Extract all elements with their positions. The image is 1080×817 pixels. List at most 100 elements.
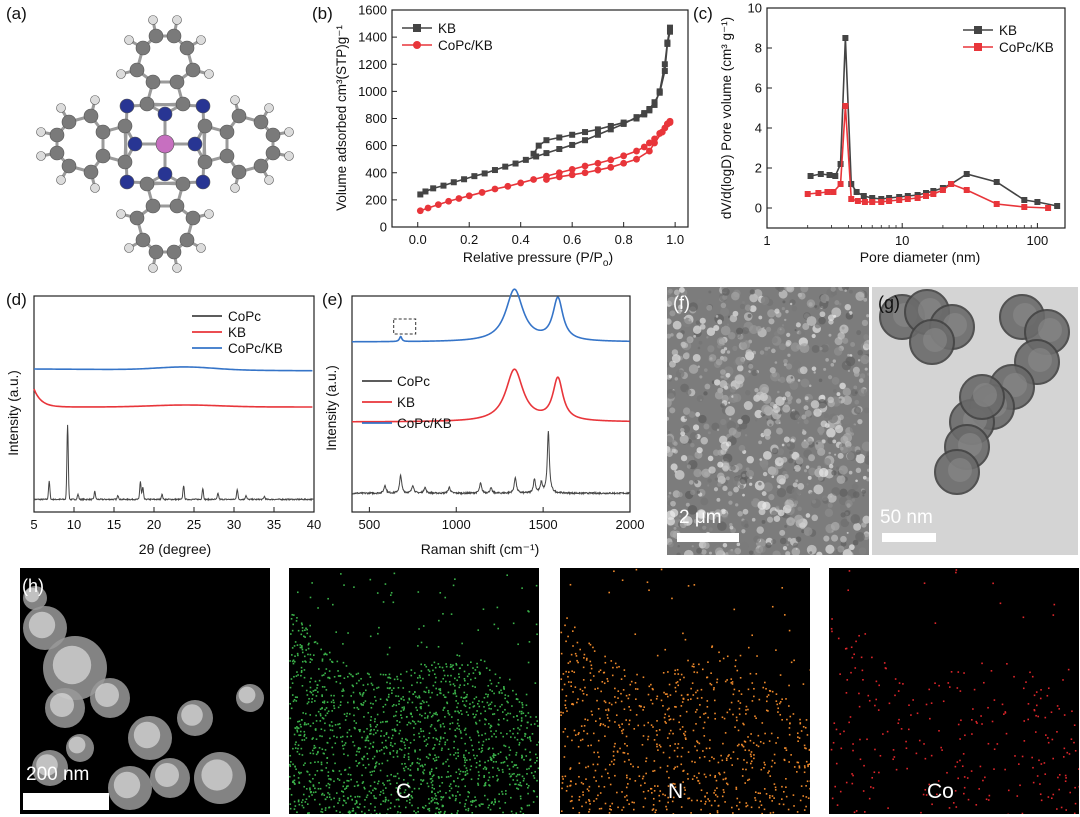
- eds-dot: [493, 623, 496, 626]
- eds-dot: [484, 718, 486, 720]
- sem-grain: [691, 545, 694, 548]
- carbon-atom: [49, 127, 65, 143]
- eds-dot: [442, 763, 444, 765]
- sem-grain: [828, 464, 834, 469]
- eds-dot: [724, 680, 727, 683]
- eds-dot: [311, 738, 314, 740]
- eds-dot: [417, 677, 419, 679]
- eds-dot: [317, 751, 319, 754]
- eds-dot: [603, 786, 606, 788]
- eds-dot: [492, 760, 495, 763]
- eds-dot: [314, 700, 316, 702]
- eds-dot: [466, 769, 468, 772]
- y-tick-label: 1000: [358, 84, 387, 99]
- eds-dot: [480, 659, 482, 661]
- eds-dot: [564, 699, 567, 702]
- eds-dot: [963, 672, 965, 674]
- eds-dot: [477, 731, 479, 734]
- hydrogen-atom: [196, 243, 206, 253]
- y-tick-label: 1600: [358, 3, 387, 18]
- sem-grain: [674, 470, 677, 473]
- eds-dot: [485, 738, 488, 741]
- eds-dot: [374, 718, 376, 720]
- eds-dot: [314, 798, 316, 801]
- eds-dot: [718, 651, 720, 654]
- sem-grain: [785, 363, 793, 370]
- sem-grain: [861, 489, 866, 495]
- eds-dot: [666, 695, 669, 698]
- sem-grain: [794, 329, 797, 332]
- eds-dot: [789, 715, 792, 718]
- sem-grain: [734, 547, 742, 555]
- eds-dot: [463, 754, 465, 756]
- hydrogen-atom: [124, 243, 134, 253]
- sem-grain: [855, 479, 858, 483]
- eds-dot: [779, 674, 782, 676]
- eds-dot: [321, 695, 323, 698]
- eds-dot: [306, 628, 308, 631]
- eds-dot: [331, 710, 334, 712]
- eds-dot: [353, 707, 356, 709]
- eds-dot: [373, 787, 376, 790]
- eds-dot: [368, 809, 370, 812]
- eds-dot: [476, 710, 478, 712]
- eds-dot: [1047, 687, 1050, 690]
- eds-dot: [337, 778, 339, 780]
- sem-grain: [732, 393, 742, 403]
- eds-dot: [519, 784, 521, 786]
- eds-dot: [677, 684, 680, 687]
- eds-dot: [775, 742, 777, 744]
- eds-dot: [314, 689, 317, 691]
- eds-dot: [301, 719, 303, 721]
- eds-dot: [942, 700, 945, 703]
- eds-dot: [417, 810, 419, 813]
- sem-grain: [784, 499, 794, 509]
- eds-dot: [358, 728, 360, 731]
- eds-dot: [333, 735, 335, 738]
- eds-dot: [564, 704, 567, 706]
- sem-grain: [712, 449, 720, 456]
- eds-dot: [785, 698, 787, 700]
- eds-dot: [409, 741, 412, 744]
- eds-dot: [384, 703, 387, 706]
- sem-grain: [781, 456, 788, 463]
- sem-grain: [844, 510, 851, 517]
- eds-dot: [511, 761, 513, 763]
- eds-dot: [368, 747, 371, 750]
- eds-dot: [396, 790, 399, 793]
- eds-dot: [755, 717, 757, 720]
- eds-dot: [709, 682, 712, 685]
- scale-bar-g: [882, 533, 936, 542]
- sem-grain: [797, 506, 802, 512]
- eds-dot: [361, 757, 363, 760]
- eds-dot: [735, 716, 738, 719]
- eds-dot: [399, 787, 401, 790]
- hydrogen-atom: [284, 127, 294, 137]
- sem-grain: [825, 301, 829, 304]
- eds-dot: [604, 735, 606, 738]
- sem-grain: [830, 363, 835, 367]
- data-point: [848, 181, 855, 187]
- eds-dot: [610, 760, 613, 763]
- data-point: [923, 193, 930, 199]
- eds-dot: [373, 781, 376, 783]
- eds-dot: [296, 811, 298, 814]
- eds-dot: [636, 673, 638, 676]
- scale-bar-label-g: 50 nm: [880, 507, 933, 528]
- eds-dot: [505, 756, 508, 759]
- eds-dot: [787, 808, 790, 811]
- eds-dot: [569, 583, 572, 586]
- eds-dot: [316, 687, 318, 689]
- eds-dot: [420, 641, 423, 644]
- sem-grain: [668, 541, 674, 548]
- eds-dot: [289, 788, 291, 790]
- carbon-atom: [169, 74, 185, 90]
- eds-dot: [668, 707, 670, 710]
- eds-dot: [397, 799, 400, 801]
- sem-grain: [841, 287, 850, 291]
- eds-dot: [297, 744, 300, 747]
- sem-grain: [782, 545, 788, 551]
- eds-dot: [292, 747, 294, 750]
- sem-grain: [667, 435, 673, 444]
- eds-dot: [471, 744, 473, 747]
